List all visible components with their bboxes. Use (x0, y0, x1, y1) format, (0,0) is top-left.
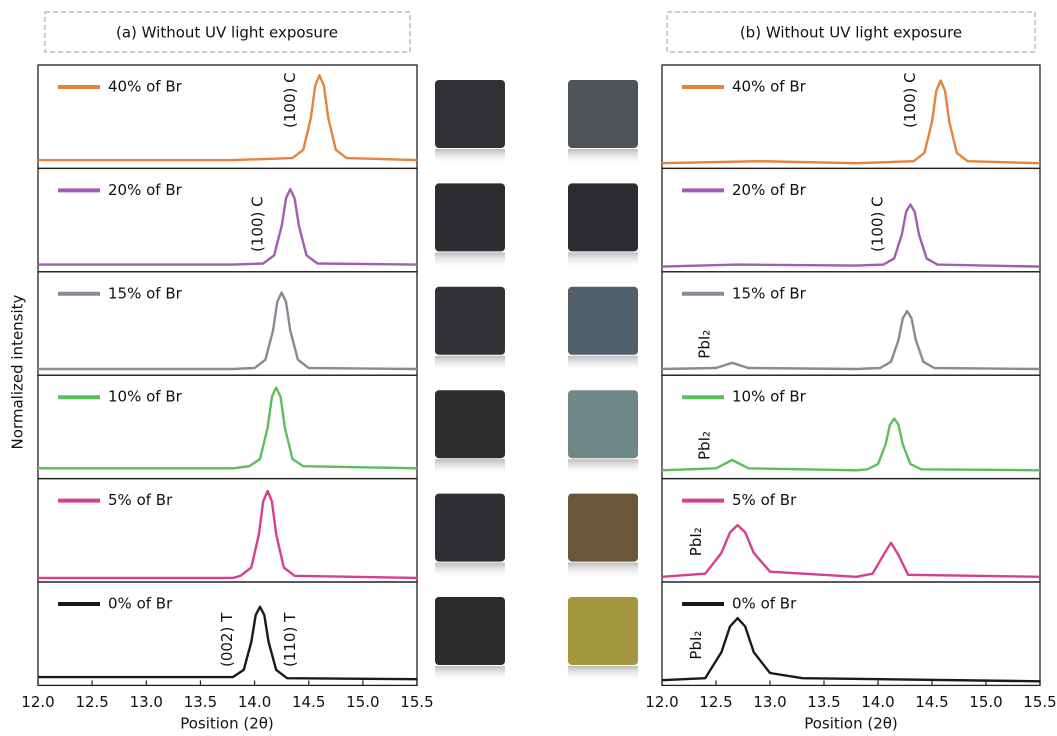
x-tick-label: 12.5 (699, 693, 732, 711)
legend-label: 5% of Br (108, 491, 173, 509)
subplot-frame (38, 375, 417, 478)
data-line (38, 388, 417, 469)
photo-reflection (435, 149, 505, 165)
peak-annotation: PbI₂ (687, 527, 705, 556)
photo-reflection (568, 459, 638, 475)
peak-annotation: PbI₂ (696, 431, 714, 460)
x-tick-label: 15.5 (400, 693, 433, 711)
subplot-frame (662, 65, 1040, 168)
data-line (662, 205, 1040, 267)
photo-reflection (568, 356, 638, 372)
x-tick-label: 15.0 (346, 693, 379, 711)
data-line (38, 189, 417, 265)
sample-photo (568, 80, 638, 148)
data-line (38, 491, 417, 578)
legend-label: 10% of Br (108, 388, 183, 406)
data-line (662, 618, 1040, 681)
peak-annotation: PbI₂ (687, 631, 705, 660)
photo-reflection (435, 356, 505, 372)
subplot-frame (662, 582, 1040, 685)
figure: (a) Without UV light exposure (b) Withou… (0, 0, 1057, 736)
y-axis-label: Normalized intensity (9, 294, 27, 449)
peak-annotation: PbI₂ (696, 330, 714, 359)
legend-label: 40% of Br (732, 78, 807, 96)
sample-photo (435, 80, 505, 148)
x-tick-label: 13.5 (184, 693, 217, 711)
x-tick-label: 14.5 (292, 693, 325, 711)
sample-photo (435, 287, 505, 355)
peak-annotation: (110) T (281, 612, 299, 667)
sample-photo (435, 597, 505, 665)
sample-photo (435, 183, 505, 251)
x-tick-label: 15.0 (969, 693, 1002, 711)
sample-photo (568, 597, 638, 665)
panel-title: (b) Without UV light exposure (740, 24, 962, 42)
photo-reflection (435, 252, 505, 268)
peak-annotation: (002) T (218, 612, 236, 667)
legend-label: 40% of Br (108, 78, 183, 96)
photo-reflection (568, 563, 638, 579)
subplot-frame (38, 168, 417, 271)
legend-label: 10% of Br (732, 388, 807, 406)
subplot-frame (662, 479, 1040, 582)
x-tick-label: 12.5 (75, 693, 108, 711)
subplot-frame (38, 272, 417, 375)
sample-photo (568, 494, 638, 562)
legend-label: 15% of Br (108, 284, 183, 302)
x-tick-label: 15.5 (1023, 693, 1056, 711)
x-axis-label: Position (2θ) (804, 715, 898, 733)
legend-label: 0% of Br (108, 595, 173, 613)
photo-reflection (568, 149, 638, 165)
x-tick-label: 12.0 (21, 693, 54, 711)
x-tick-label: 13.5 (807, 693, 840, 711)
peak-annotation: (100) C (901, 72, 919, 128)
peak-annotation: (100) C (248, 196, 266, 252)
subplot-frame (38, 479, 417, 582)
subplot-frame (38, 65, 417, 168)
x-tick-label: 14.0 (238, 693, 271, 711)
subplot-frame (662, 375, 1040, 478)
photo-reflection (435, 459, 505, 475)
x-tick-label: 14.0 (861, 693, 894, 711)
legend-label: 20% of Br (732, 181, 807, 199)
x-tick-label: 12.0 (645, 693, 678, 711)
peak-annotation: (100) C (281, 72, 299, 128)
panel-title: (a) Without UV light exposure (116, 24, 338, 42)
x-tick-label: 14.5 (915, 693, 948, 711)
sample-photo (435, 494, 505, 562)
data-line (662, 419, 1040, 471)
photo-reflection (435, 563, 505, 579)
legend-label: 0% of Br (732, 595, 797, 613)
data-line (38, 293, 417, 370)
sample-photo (568, 287, 638, 355)
sample-photo (568, 183, 638, 251)
x-tick-label: 13.0 (130, 693, 163, 711)
sample-photo (435, 390, 505, 458)
photo-reflection (435, 666, 505, 682)
legend-label: 15% of Br (732, 284, 807, 302)
legend-label: 20% of Br (108, 181, 183, 199)
photo-reflection (568, 252, 638, 268)
x-tick-label: 13.0 (753, 693, 786, 711)
subplot-frame (662, 272, 1040, 375)
data-line (662, 311, 1040, 369)
x-axis-label: Position (2θ) (180, 715, 274, 733)
subplot-frame (662, 168, 1040, 271)
data-line (662, 81, 1040, 164)
sample-photo (568, 390, 638, 458)
peak-annotation: (100) C (869, 196, 887, 252)
photo-reflection (568, 666, 638, 682)
legend-label: 5% of Br (732, 491, 797, 509)
data-line (662, 525, 1040, 577)
